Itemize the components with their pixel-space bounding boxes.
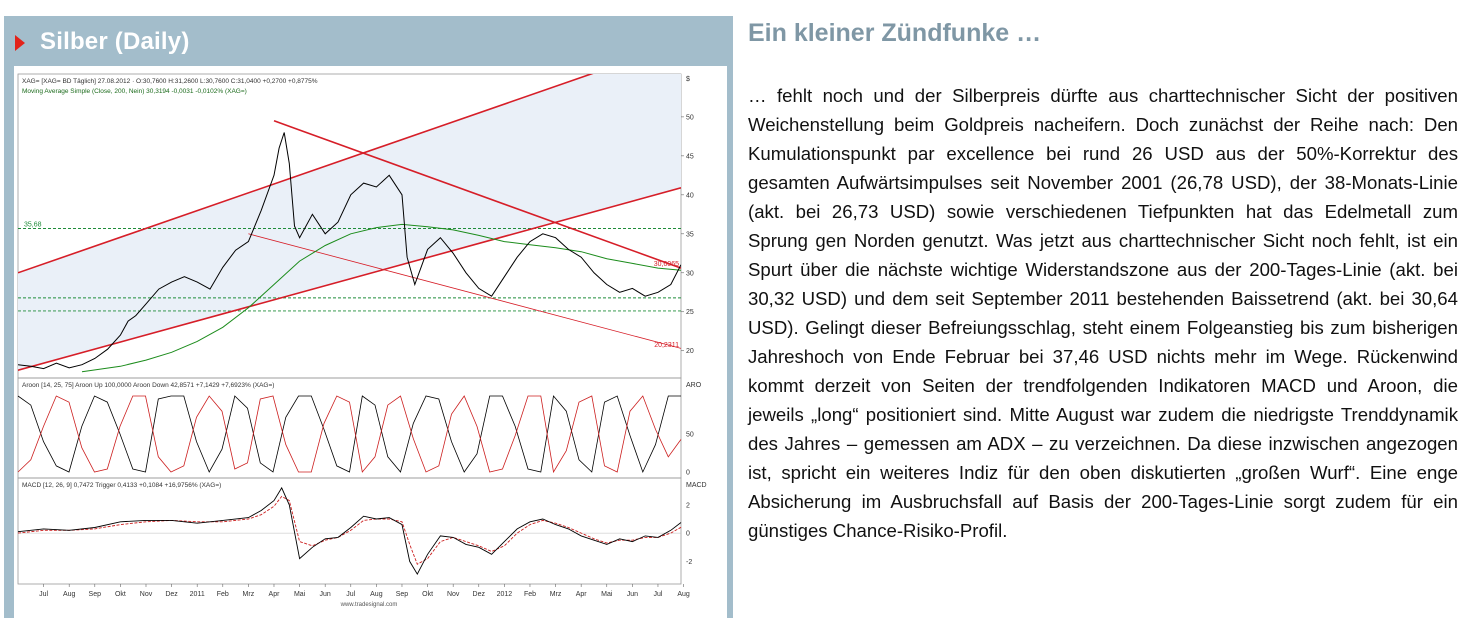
xtick-label-16: Nov xyxy=(447,591,460,598)
trendline-thin-decline xyxy=(248,233,681,349)
panel-title: Silber (Daily) xyxy=(40,28,190,55)
ma200-line xyxy=(81,223,681,373)
silver-chart: 35,68 30,6065 20,2311 XAG= [XAG= BD Täglich… xyxy=(17,73,707,608)
xtick-label-24: Jul xyxy=(653,591,662,598)
price-ytick-4: 40 xyxy=(686,192,694,199)
ma-legend: Moving Average Simple (Close, 200, Nein)… xyxy=(22,88,247,95)
price-legend: XAG= [XAG= BD Täglich] 27.08.2012 · O:30… xyxy=(22,78,318,85)
trend-value-label-1: 20,2311 xyxy=(654,342,679,349)
xtick-label-18: 2012 xyxy=(497,591,513,598)
xtick-label-14: Sep xyxy=(396,591,409,598)
xtick-label-13: Aug xyxy=(370,591,383,598)
panel-header: Silber (Daily) xyxy=(4,16,733,66)
xtick-label-3: Okt xyxy=(115,591,126,598)
xtick-label-19: Feb xyxy=(524,591,536,598)
macd-pane-frame xyxy=(17,477,682,585)
xtick-label-25: Aug xyxy=(677,591,690,598)
macd-ytick-0: -2 xyxy=(686,559,692,566)
chart-source: www.tradesignal.com xyxy=(340,602,398,608)
xtick-label-20: Mrz xyxy=(550,591,562,598)
aroon-ytick-1: 50 xyxy=(686,432,694,439)
xtick-label-12: Jul xyxy=(346,591,355,598)
macd-legend: MACD [12, 26, 9] 0,7472 Trigger 0,4133 +… xyxy=(22,482,221,489)
xtick-label-5: Dez xyxy=(165,591,178,598)
trendline-channel-lower xyxy=(18,187,681,371)
macd-ytick-1: 0 xyxy=(686,531,690,538)
xtick-label-1: Aug xyxy=(63,591,76,598)
trend-channel-fill xyxy=(18,74,681,371)
xtick-label-17: Dez xyxy=(473,591,486,598)
article-body: … fehlt noch und der Silberpreis dürfte … xyxy=(748,85,1458,541)
price-ytick-0: 20 xyxy=(686,348,694,355)
xtick-label-0: Jul xyxy=(39,591,48,598)
xtick-label-2: Sep xyxy=(89,591,102,598)
trend-value-label-0: 30,6065 xyxy=(654,261,679,268)
price-ytick-5: 45 xyxy=(686,153,694,160)
price-ytick-6: 50 xyxy=(686,114,694,121)
xtick-label-21: Apr xyxy=(576,591,588,598)
xtick-label-8: Mrz xyxy=(243,591,255,598)
macd-ytick-2: 2 xyxy=(686,502,690,509)
aroon-down-line xyxy=(17,395,682,474)
price-unit: $ xyxy=(686,76,690,83)
trendline-channel-upper xyxy=(18,74,594,274)
xtick-label-7: Feb xyxy=(217,591,229,598)
xtick-label-15: Okt xyxy=(422,591,433,598)
xtick-label-6: 2011 xyxy=(190,591,205,598)
trendline-baissetrend xyxy=(273,120,681,269)
aroon-ytick-0: 0 xyxy=(686,470,690,477)
price-ytick-1: 25 xyxy=(686,309,694,316)
price-line xyxy=(18,132,681,370)
article: Ein kleiner Zündfunke … … fehlt noch und… xyxy=(748,16,1458,545)
price-plot xyxy=(18,74,681,373)
support-label-0: 35,68 xyxy=(24,221,42,228)
aroon-up-line xyxy=(17,395,681,474)
xtick-label-11: Jun xyxy=(320,591,331,598)
price-ytick-3: 35 xyxy=(686,231,694,238)
price-ytick-2: 30 xyxy=(686,270,694,277)
xtick-label-9: Apr xyxy=(269,591,281,598)
chart-frame: 35,68 30,6065 20,2311 XAG= [XAG= BD Täglich… xyxy=(14,66,727,618)
macd-trigger-line xyxy=(17,495,682,565)
xtick-label-23: Jun xyxy=(627,591,638,598)
aroon-legend: Aroon [14, 25, 75] Aroon Up 100,0000 Aro… xyxy=(22,382,274,389)
macd-unit: MACD xyxy=(686,482,707,489)
xtick-label-22: Mai xyxy=(601,591,613,598)
aroon-unit: ARO xyxy=(686,382,702,389)
triangle-marker-icon xyxy=(15,35,25,51)
xtick-label-10: Mai xyxy=(294,591,306,598)
chart-panel: Silber (Daily) 35,68 30,6065 20,2311 XAG= [… xyxy=(4,16,733,618)
macd-line xyxy=(17,486,682,576)
xtick-label-4: Nov xyxy=(140,591,153,598)
article-title: Ein kleiner Zündfunke … xyxy=(748,19,1042,47)
